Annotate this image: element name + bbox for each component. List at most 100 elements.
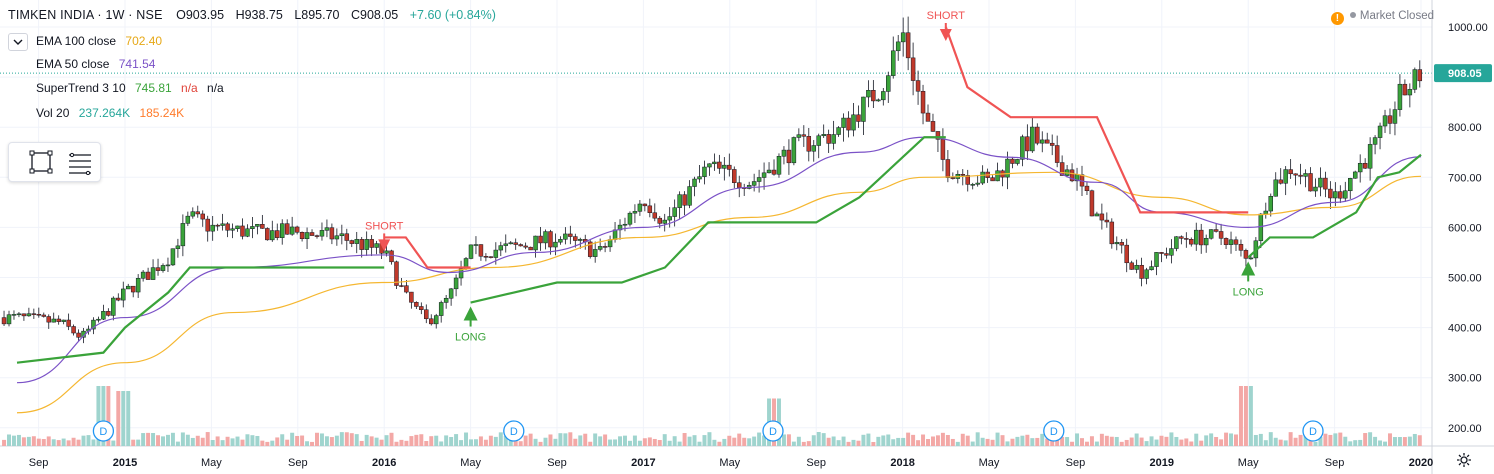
candle-body: [950, 177, 956, 179]
dividend-marker: [92, 420, 115, 442]
volume-bar: [1288, 432, 1293, 446]
volume-bar: [1129, 437, 1134, 446]
candle-body: [881, 91, 886, 101]
candle-body: [732, 169, 737, 183]
long-arrow-icon: [463, 306, 478, 321]
volume-bar: [856, 440, 861, 446]
rectangle-tool-icon[interactable]: [28, 149, 54, 175]
candle-body: [1298, 174, 1303, 177]
candle-body: [856, 114, 861, 122]
volume-bar: [1388, 433, 1392, 446]
volume-bar: [225, 436, 230, 446]
volume-bar: [195, 435, 200, 446]
volume-bar: [906, 432, 911, 446]
candle-body: [299, 232, 305, 239]
indicator-value: n/a: [207, 81, 224, 95]
candle-body: [1313, 186, 1318, 192]
indicator-volume[interactable]: Vol 20 237.264K 185.24K: [36, 106, 184, 120]
candle-body: [1059, 162, 1065, 176]
candle-body: [210, 224, 215, 232]
volume-bar: [831, 436, 836, 446]
candle-body: [1218, 231, 1224, 239]
volume-bar: [1134, 433, 1139, 446]
volume-bar: [622, 435, 627, 446]
volume-bar: [126, 391, 131, 446]
volume-bar: [523, 435, 528, 446]
candle-body: [612, 229, 618, 240]
candle-body: [250, 226, 255, 229]
time-tick-label: Sep: [29, 457, 49, 469]
warning-icon[interactable]: !: [1330, 12, 1344, 25]
volume-bar: [1159, 435, 1164, 446]
volume-bar: [349, 433, 354, 446]
volume-bar: [493, 436, 498, 446]
candle-body: [811, 145, 816, 152]
candle-body: [1362, 163, 1368, 169]
candle-body: [51, 318, 56, 323]
volume-bar: [647, 437, 652, 446]
dividend-label: D: [1309, 426, 1317, 438]
volume-bar: [26, 436, 31, 446]
price-tick-label: 500.00: [1448, 273, 1482, 285]
candle-body: [180, 223, 186, 247]
candle-body: [121, 288, 126, 301]
volume-bar: [935, 435, 940, 446]
indicator-ema50[interactable]: EMA 50 close 741.54: [36, 57, 155, 71]
candle-body: [771, 169, 777, 175]
candle-body: [1104, 219, 1110, 223]
candle-body: [220, 223, 225, 226]
candle-body: [478, 244, 484, 257]
gear-icon[interactable]: [1456, 452, 1472, 468]
indicator-ema100[interactable]: EMA 100 close 702.40: [36, 34, 162, 48]
volume-bar: [513, 438, 518, 446]
volume-bar: [1383, 441, 1388, 446]
volume-bar: [41, 439, 46, 446]
candle-body: [687, 186, 692, 206]
candle-body: [96, 318, 101, 321]
status-dot-icon: [1349, 12, 1356, 18]
indicator-label: SuperTrend 3 10: [36, 81, 126, 95]
price-tick-label: 800.00: [1448, 122, 1482, 134]
candle-body: [960, 173, 966, 176]
time-tick-label: 2019: [1150, 457, 1174, 469]
volume-bar: [1368, 432, 1373, 446]
short-arrow-icon: [378, 239, 391, 252]
candle-body: [374, 243, 379, 248]
time-tick-label: Sep: [1325, 457, 1345, 469]
volume-bar: [1015, 436, 1020, 446]
candle-body: [31, 313, 37, 315]
candle-body: [354, 239, 359, 244]
indicator-supertrend[interactable]: SuperTrend 3 10 745.81 n/a n/a: [36, 81, 224, 95]
candle-body: [900, 32, 906, 43]
volume-bar: [161, 436, 165, 446]
volume-bar: [861, 434, 866, 446]
price-tick-label: 700.00: [1448, 172, 1482, 184]
indicator-value: 745.81: [134, 81, 172, 95]
supertrend-segment: [384, 236, 471, 269]
change-value: +7.60 (+0.84%): [409, 8, 496, 22]
candle-body: [1303, 173, 1308, 177]
candle-body: [861, 96, 866, 122]
candle-body: [409, 291, 414, 303]
candle-body: [806, 136, 812, 152]
volume-bar: [230, 438, 235, 446]
volume-bar: [61, 438, 66, 446]
volume-bar: [121, 391, 126, 446]
volume-bar: [141, 433, 146, 446]
volume-bar: [722, 438, 727, 446]
volume-bar: [1298, 434, 1303, 446]
candle-body: [135, 278, 141, 293]
candle-body: [1203, 238, 1209, 246]
price-tick-label: 1000.00: [1448, 22, 1488, 34]
collapse-legend-button[interactable]: [8, 33, 28, 51]
volume-bar: [702, 435, 707, 446]
volume-bar: [821, 433, 826, 446]
volume-bar: [1358, 439, 1363, 446]
volume-bar: [533, 438, 538, 446]
dividend-marker: [1043, 420, 1065, 442]
volume-bar: [21, 437, 26, 446]
candle-body: [851, 114, 856, 131]
lines-tool-icon[interactable]: [67, 149, 93, 176]
candle-body: [101, 311, 106, 320]
